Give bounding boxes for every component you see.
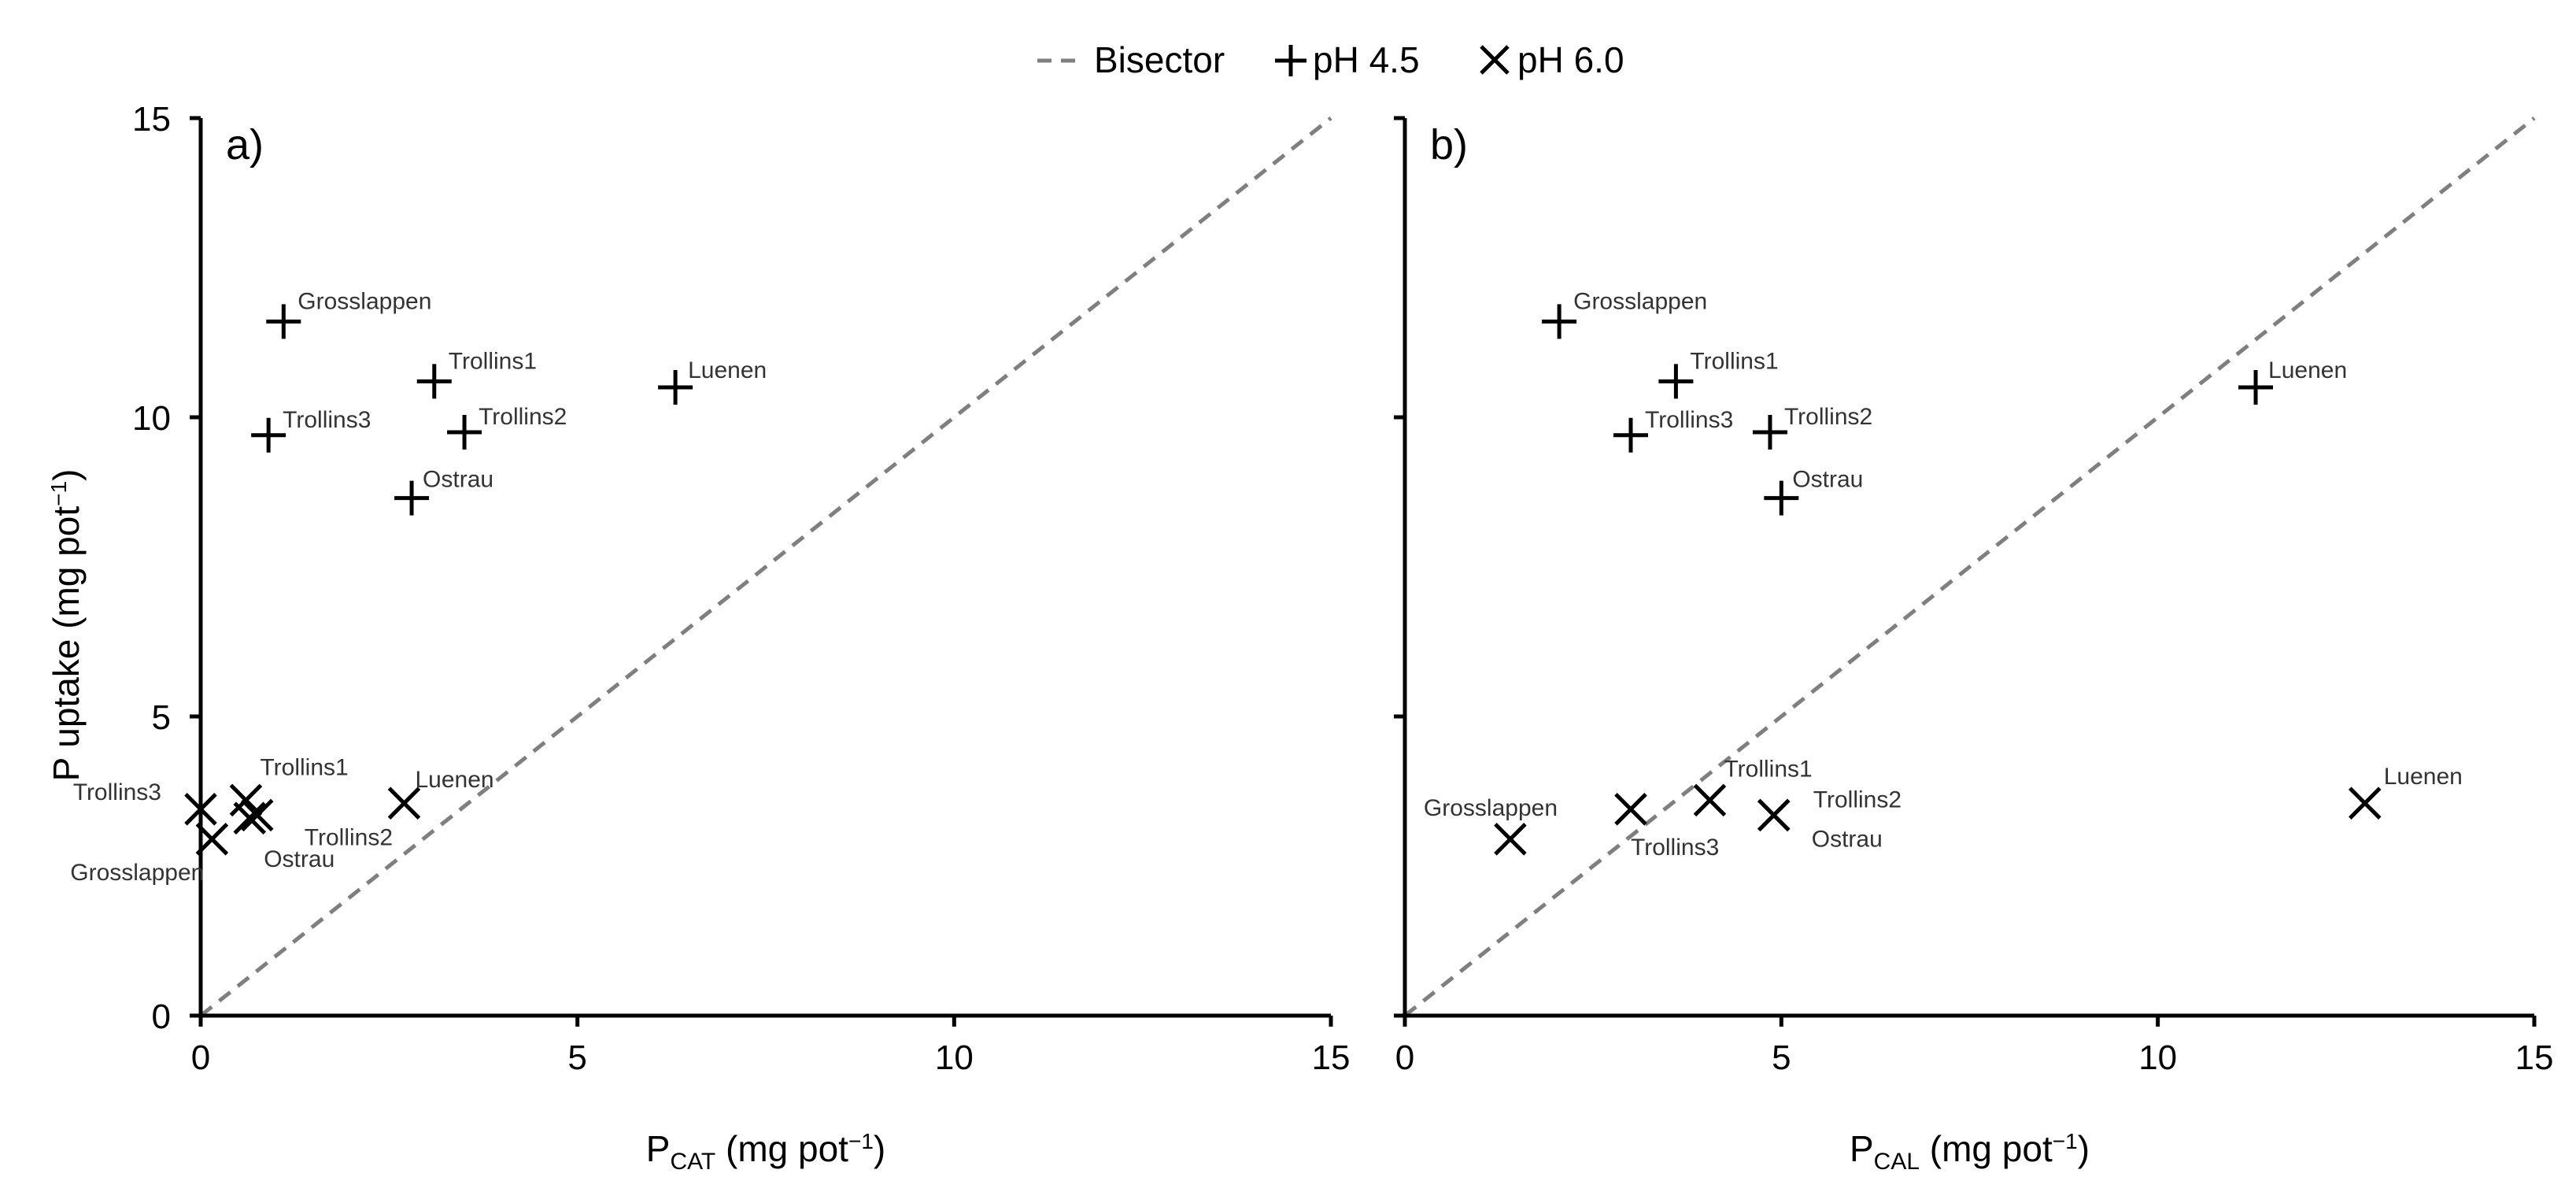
bisector-line: [199, 117, 1332, 1017]
point-label: Trollins1: [1690, 348, 1778, 374]
cross-marker: [184, 793, 217, 826]
cross-marker: [195, 823, 229, 856]
y-axis-title: P uptake (mg pot−1): [46, 469, 87, 782]
point-label: Luenen: [415, 767, 493, 793]
point-label: Ostrau: [1792, 467, 1863, 493]
plus-marker: [1613, 417, 1648, 453]
cross-marker: [1693, 783, 1727, 817]
y-tick-label: 15: [132, 100, 171, 139]
panel-label: b): [1430, 121, 1468, 168]
y-tick-label: 0: [152, 998, 171, 1036]
point-label: Ostrau: [264, 846, 334, 872]
cross-marker: [1494, 823, 1527, 856]
x-tick-label: 15: [2515, 1038, 2554, 1077]
x-axis-title: PCAT (mg pot−1): [646, 1128, 885, 1175]
legend-ph45-label: pH 4.5: [1313, 39, 1420, 80]
cross-marker: [2348, 787, 2382, 820]
point-label: Trollins2: [1784, 404, 1872, 430]
x-tick-label: 5: [567, 1038, 586, 1077]
panel-b: 0 5 10 15 b) PCAL (mg pot−1) Grosslappen Trolli…: [1394, 116, 2554, 1175]
plus-marker: [1542, 304, 1577, 339]
plus-marker: [1764, 480, 1799, 516]
cross-marker: [241, 798, 274, 832]
point-label: Luenen: [688, 357, 767, 383]
point-label: Grosslappen: [70, 860, 204, 886]
legend: Bisector pH 4.5 pH 6.0: [1037, 39, 1624, 80]
series-ph-4-5: Grosslappen Trollins1 Trollins3 Trollins2 Os…: [1542, 288, 2347, 516]
plus-marker: [251, 417, 286, 453]
cross-marker: [1757, 798, 1791, 832]
series-ph-4-5: Grosslappen Trollins1 Trollins3 Trollins2 Os…: [251, 288, 767, 516]
bisector-line: [1403, 117, 2536, 1017]
legend-bisector-label: Bisector: [1094, 39, 1225, 80]
point-label: Trollins3: [73, 779, 161, 805]
point-label: Grosslappen: [298, 288, 431, 314]
point-label: Grosslappen: [1573, 288, 1707, 314]
x-axis-title: PCAL (mg pot−1): [1850, 1128, 2090, 1175]
point-label: Trollins1: [260, 754, 348, 780]
panel-a: 0 5 10 15 0 5 10 15 a) PCAT (mg pot−1) Grosslappen…: [70, 100, 1350, 1175]
point-label: Ostrau: [423, 467, 493, 493]
plus-marker: [658, 370, 693, 405]
legend-ph60-label: pH 6.0: [1517, 39, 1624, 80]
panel-label: a): [226, 121, 264, 168]
plus-marker: [416, 364, 452, 399]
point-label: Luenen: [2384, 764, 2463, 790]
x-tick-label: 0: [191, 1038, 210, 1077]
point-label: Luenen: [2268, 357, 2347, 383]
cross-marker: [233, 801, 266, 835]
x-tick-label: 10: [935, 1038, 974, 1077]
y-tick-label: 5: [152, 698, 171, 737]
point-label: Trollins3: [1631, 835, 1719, 861]
legend-plus-marker: [1275, 45, 1306, 76]
plus-marker: [1752, 415, 1787, 450]
cross-marker: [1614, 793, 1647, 826]
point-label: Trollins1: [1724, 756, 1812, 782]
point-label: Trollins2: [305, 824, 393, 850]
plus-marker: [394, 480, 430, 516]
point-label: Grosslappen: [1424, 795, 1558, 821]
plus-marker: [447, 415, 482, 450]
point-label: Ostrau: [1812, 826, 1883, 852]
point-label: Trollins1: [449, 348, 537, 374]
x-tick-label: 5: [1772, 1038, 1791, 1077]
cross-marker: [387, 787, 421, 820]
legend-cross-marker: [1480, 45, 1510, 75]
plus-marker: [1658, 364, 1694, 399]
x-tick-label: 10: [2138, 1038, 2177, 1077]
x-tick-label: 0: [1395, 1038, 1414, 1077]
point-label: Trollins3: [283, 407, 371, 433]
plus-marker: [2238, 370, 2274, 405]
point-label: Trollins3: [1645, 407, 1733, 433]
plus-marker: [266, 304, 301, 339]
x-tick-label: 15: [1312, 1038, 1351, 1077]
y-tick-label: 10: [132, 399, 171, 438]
point-label: Trollins2: [479, 404, 567, 430]
point-label: Trollins2: [1813, 787, 1902, 812]
